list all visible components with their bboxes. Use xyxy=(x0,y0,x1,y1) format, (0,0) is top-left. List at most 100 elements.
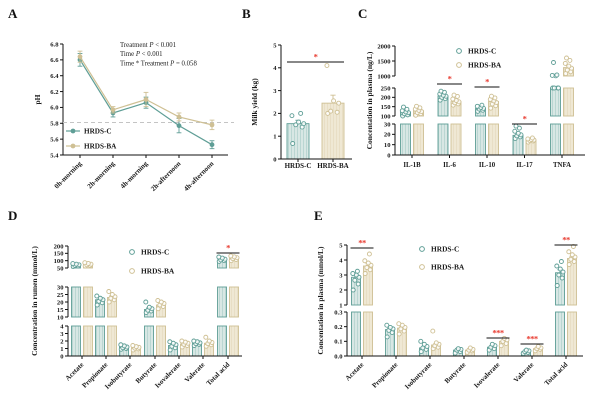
data-point xyxy=(396,331,402,337)
data-point xyxy=(513,123,519,129)
category-label: IL-10 xyxy=(479,162,496,169)
y-tick-label: 30 xyxy=(57,284,64,291)
legend-marker xyxy=(456,48,462,54)
significance-star: * xyxy=(485,77,489,87)
y-tick-label: 5.8 xyxy=(50,121,59,128)
y-tick-label: 0 xyxy=(60,353,64,360)
y-tick-label: 20 xyxy=(57,299,64,306)
bar xyxy=(488,123,499,156)
y-tick-label: 1 xyxy=(60,346,63,353)
category-label: Isovalerate xyxy=(153,361,182,390)
significance-star: ** xyxy=(562,235,570,245)
series-marker xyxy=(176,123,182,129)
data-point xyxy=(143,299,149,305)
data-point xyxy=(362,271,368,276)
y-tick-label: 4 xyxy=(339,257,343,264)
bar xyxy=(550,123,561,156)
data-point xyxy=(418,338,424,344)
data-point xyxy=(366,251,372,257)
panel-label-a: A xyxy=(8,6,18,21)
category-label: Butyrate xyxy=(443,361,467,385)
category-label: TNFA xyxy=(553,162,571,169)
data-point xyxy=(568,256,574,262)
data-point xyxy=(564,55,569,61)
data-point xyxy=(551,85,557,91)
data-point xyxy=(451,92,457,98)
y-tick-label: 0.1 xyxy=(334,339,342,346)
bar xyxy=(229,286,239,318)
data-point xyxy=(94,293,100,299)
data-point xyxy=(70,261,76,267)
bar xyxy=(229,325,239,357)
data-point xyxy=(564,67,570,73)
legend-marker xyxy=(70,143,76,149)
data-point xyxy=(515,130,521,136)
series-marker xyxy=(77,54,83,60)
y-tick-label: 3 xyxy=(60,331,64,338)
category-label: Total acid xyxy=(543,361,570,388)
data-point xyxy=(82,260,88,266)
data-point xyxy=(571,259,577,264)
significance-star: *** xyxy=(526,334,538,344)
y-axis-title: Milk yield (kg) xyxy=(250,78,259,126)
data-point xyxy=(438,88,444,94)
bar xyxy=(156,325,166,357)
bar xyxy=(475,123,486,156)
data-point xyxy=(289,113,295,119)
bar xyxy=(437,123,449,156)
data-point xyxy=(352,277,358,283)
data-point xyxy=(206,338,212,344)
data-point xyxy=(433,340,439,346)
y-tick-label: 6.6 xyxy=(50,57,59,64)
y-tick-label: 25 xyxy=(57,292,64,299)
data-point xyxy=(498,343,504,349)
y-tick-label: 0.0 xyxy=(334,353,343,360)
bar xyxy=(83,325,93,357)
bar xyxy=(450,123,462,156)
bar xyxy=(217,286,227,318)
legend-marker xyxy=(70,128,76,134)
legend-label: HRDS-C xyxy=(468,47,496,56)
y-tick-label: 6.4 xyxy=(50,73,59,80)
legend-label: HRDS-C xyxy=(431,245,459,254)
bar xyxy=(71,286,81,318)
data-point xyxy=(474,103,480,109)
y-tick-label: 5.6 xyxy=(50,136,59,143)
y-tick-label: 4 xyxy=(60,323,64,330)
data-point xyxy=(155,298,161,303)
data-point xyxy=(567,57,573,63)
data-point xyxy=(298,110,304,116)
stats-annotation: Time P < 0.001 xyxy=(120,51,163,58)
stats-annotation: Treatment P < 0.001 xyxy=(120,42,176,49)
data-point xyxy=(556,272,562,278)
legend-label: HRDS-BA xyxy=(468,61,502,70)
data-point xyxy=(301,121,307,127)
data-point xyxy=(106,289,112,294)
y-tick-label: 100 xyxy=(381,113,392,120)
category-label: IL-1B xyxy=(403,162,421,169)
category-label: Propionate xyxy=(370,361,399,390)
data-point xyxy=(216,254,222,260)
panel-label-b: B xyxy=(242,6,251,21)
data-point xyxy=(365,260,371,266)
panel-label-e: E xyxy=(314,208,323,223)
category-label: IL-6 xyxy=(443,162,456,169)
category-label: Acetate xyxy=(64,361,86,383)
data-point xyxy=(430,328,436,334)
series-marker xyxy=(110,107,116,113)
category-label: Isovalerate xyxy=(472,361,501,390)
stats-annotation: Time * Treatment P = 0.058 xyxy=(120,61,197,68)
y-tick-label: 200 xyxy=(54,243,65,250)
data-point xyxy=(479,102,485,108)
category-label: 2h-morning xyxy=(86,159,117,190)
data-point xyxy=(354,268,360,274)
panel-label-c: C xyxy=(358,6,368,21)
data-point xyxy=(549,72,555,78)
y-tick-label: 0 xyxy=(273,156,277,163)
bar xyxy=(71,325,81,357)
data-point xyxy=(551,60,556,65)
data-point xyxy=(387,324,393,330)
significance-star: * xyxy=(523,114,527,124)
y-tick-label: 2 xyxy=(60,338,64,345)
